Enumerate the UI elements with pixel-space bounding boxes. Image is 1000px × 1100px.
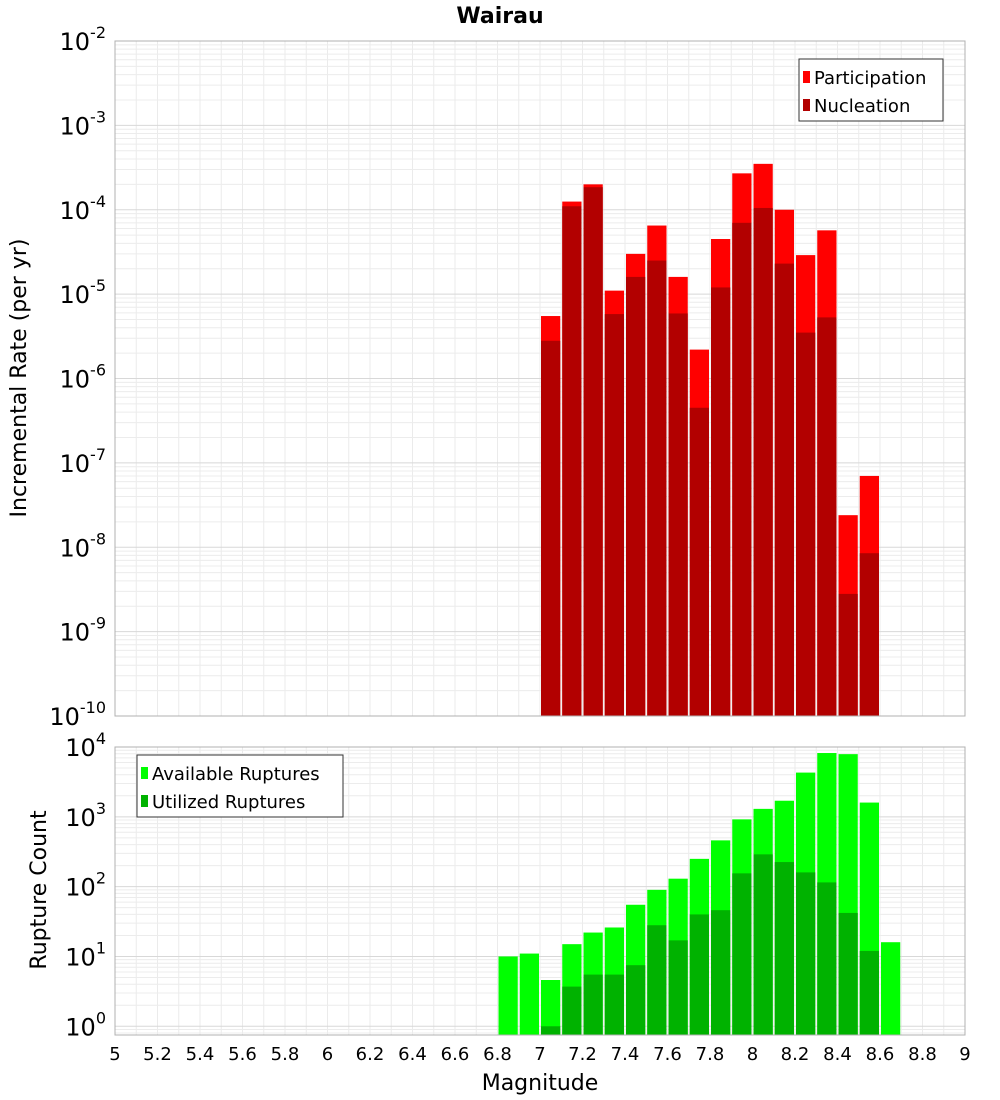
rate-legend: Participation Nucleation (798, 58, 944, 122)
x-tick-label: 8.2 (781, 1044, 810, 1065)
y-tick-label: 102 (65, 869, 106, 902)
bar (774, 862, 794, 1035)
x-tick-label: 5.8 (271, 1044, 300, 1065)
bar (817, 317, 837, 716)
legend-swatch (803, 71, 810, 83)
rupture-count-panel: 100 101 102 103 104 5 5.2 5.4 5.6 5.8 6 6.2 6.4 6.6 6.… (65, 729, 970, 1065)
x-axis-label: Magnitude (482, 1071, 599, 1096)
bar (583, 974, 603, 1035)
rate-plot-frame (114, 40, 966, 717)
bar (732, 873, 752, 1035)
x-tick-label: 6.4 (398, 1044, 427, 1065)
utilized-ruptures-series (541, 854, 879, 1035)
bar (668, 313, 688, 716)
x-tick-label: 5 (109, 1044, 120, 1065)
legend-label: Available Ruptures (152, 764, 320, 785)
legend-swatch (141, 795, 148, 807)
bar (498, 956, 518, 1035)
bar (732, 222, 752, 716)
bar (626, 276, 646, 716)
bar (859, 553, 879, 716)
count-legend: Available Ruptures Utilized Ruptures (136, 754, 344, 818)
y-tick-label: 10-2 (60, 23, 107, 56)
y-tick-label: 101 (65, 938, 106, 971)
count-y-axis-label: Rupture Count (27, 810, 52, 970)
rate-grid (114, 41, 966, 717)
bar (711, 910, 731, 1035)
bar (711, 287, 731, 716)
bar (689, 407, 709, 716)
y-tick-label: 10-5 (60, 276, 107, 309)
bar (859, 950, 879, 1035)
x-tick-label: 5.2 (143, 1044, 172, 1065)
bar (562, 206, 582, 716)
x-tick-label: 5.6 (228, 1044, 257, 1065)
bar (583, 187, 603, 716)
bar (519, 953, 539, 1035)
y-tick-label: 10-4 (60, 192, 107, 225)
x-tick-label: 7.6 (653, 1044, 682, 1065)
bar (541, 1026, 561, 1035)
count-y-ticks: 100 101 102 103 104 (65, 729, 106, 1041)
x-tick-label: 8.4 (823, 1044, 852, 1065)
x-tick-label: 9 (959, 1044, 970, 1065)
bar (562, 986, 582, 1035)
chart-title: Wairau (456, 4, 543, 29)
x-tick-label: 6.6 (441, 1044, 470, 1065)
bar (689, 914, 709, 1035)
y-tick-label: 10-9 (60, 614, 107, 647)
bar (668, 940, 688, 1035)
legend-label: Nucleation (814, 96, 910, 117)
legend-label: Utilized Ruptures (152, 792, 305, 813)
x-tick-label: 8.6 (866, 1044, 895, 1065)
bar (881, 942, 901, 1035)
y-tick-label: 10-7 (60, 445, 107, 478)
bar (753, 207, 773, 716)
bar (838, 912, 858, 1035)
y-tick-label: 104 (65, 729, 106, 762)
y-tick-label: 100 (65, 1008, 106, 1041)
y-tick-label: 10-3 (60, 107, 107, 140)
x-tick-label: 6 (322, 1044, 333, 1065)
x-tick-label: 7.8 (696, 1044, 725, 1065)
rate-y-ticks: 10-10 10-9 10-8 10-7 10-6 10-5 10-4 10-3 10-2 (49, 23, 106, 731)
x-tick-label: 7.2 (568, 1044, 597, 1065)
x-tick-label: 8 (747, 1044, 758, 1065)
rate-y-axis-label: Incremental Rate (per yr) (7, 239, 32, 518)
x-tick-label: 5.4 (186, 1044, 215, 1065)
y-tick-label: 10-10 (49, 698, 106, 731)
bar (647, 260, 667, 716)
bar (753, 854, 773, 1035)
x-ticks: 5 5.2 5.4 5.6 5.8 6 6.2 6.4 6.6 6.8 7 7.2 7.4 7.6 7.8 8… (109, 1044, 970, 1065)
y-tick-label: 10-6 (60, 361, 107, 394)
x-tick-label: 8.8 (908, 1044, 937, 1065)
bar (626, 965, 646, 1035)
count-plot-frame (114, 746, 966, 1036)
bar (647, 925, 667, 1035)
x-tick-label: 6.2 (356, 1044, 385, 1065)
bar (838, 593, 858, 716)
bar (541, 340, 561, 716)
x-tick-label: 7 (534, 1044, 545, 1065)
bar (541, 980, 561, 1035)
nucleation-series (541, 187, 879, 716)
x-tick-label: 6.8 (483, 1044, 512, 1065)
y-tick-label: 103 (65, 799, 106, 832)
bar (796, 872, 816, 1035)
bar (604, 974, 624, 1035)
rate-panel: 10-10 10-9 10-8 10-7 10-6 10-5 10-4 10-3 10-2 Par… (49, 23, 966, 731)
legend-swatch (141, 767, 148, 779)
bar (774, 263, 794, 716)
bar (604, 314, 624, 716)
legend-label: Participation (814, 68, 926, 89)
x-tick-label: 7.4 (611, 1044, 640, 1065)
bar (817, 882, 837, 1035)
legend-swatch (803, 99, 810, 111)
bar (796, 332, 816, 716)
y-tick-label: 10-8 (60, 529, 107, 562)
